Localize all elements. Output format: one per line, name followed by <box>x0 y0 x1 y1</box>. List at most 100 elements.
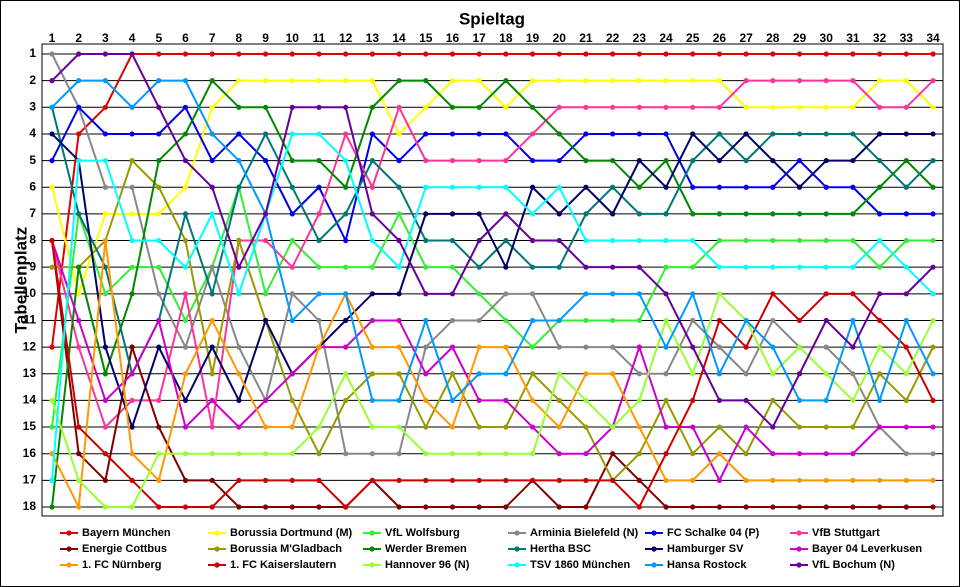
data-point <box>743 264 749 270</box>
x-tick-label: 28 <box>766 31 780 45</box>
legend-marker <box>514 546 520 552</box>
data-point <box>610 104 616 110</box>
data-point <box>102 477 108 483</box>
data-point <box>823 184 829 190</box>
data-point <box>529 451 536 457</box>
data-point <box>743 451 749 457</box>
data-point <box>209 317 215 324</box>
data-point <box>262 317 269 324</box>
data-point <box>903 451 909 457</box>
data-point <box>396 317 402 324</box>
data-point <box>49 477 55 483</box>
x-tick-label: 19 <box>526 31 540 45</box>
data-point <box>850 51 856 57</box>
data-point <box>583 104 589 110</box>
data-point <box>663 78 669 84</box>
data-point <box>236 504 242 510</box>
data-point <box>610 291 616 297</box>
data-point <box>877 424 883 430</box>
y-tick-label: 11 <box>23 313 36 327</box>
data-point <box>529 131 536 137</box>
data-point <box>877 78 883 84</box>
data-point <box>796 131 803 137</box>
data-point <box>903 317 909 324</box>
data-point <box>476 424 482 430</box>
data-point <box>903 397 909 404</box>
data-point <box>316 424 322 430</box>
x-tick-label: 21 <box>579 31 593 45</box>
y-tick-label: 15 <box>23 419 37 433</box>
data-point <box>316 291 322 297</box>
data-point <box>583 78 589 84</box>
data-point <box>423 291 429 297</box>
data-point <box>129 504 135 510</box>
data-point <box>182 264 189 270</box>
data-point <box>716 344 723 350</box>
data-point <box>476 237 482 244</box>
data-point <box>129 51 135 57</box>
data-point <box>343 237 349 244</box>
data-point <box>610 78 616 84</box>
data-point <box>156 344 162 350</box>
data-point <box>449 504 456 510</box>
data-point <box>796 424 803 430</box>
data-point <box>663 291 669 297</box>
data-point <box>262 451 269 457</box>
data-point <box>690 397 696 404</box>
data-point <box>182 424 189 430</box>
data-point <box>636 211 642 217</box>
data-point <box>903 211 909 217</box>
data-point <box>182 291 189 297</box>
data-point <box>690 317 696 324</box>
data-point <box>289 397 295 404</box>
data-point <box>877 504 883 510</box>
data-point <box>449 264 456 270</box>
data-point <box>423 317 429 324</box>
data-point <box>369 477 375 483</box>
data-point <box>716 157 723 164</box>
data-point <box>716 504 723 510</box>
data-point <box>182 131 189 137</box>
data-point <box>877 51 883 57</box>
data-point <box>529 184 536 190</box>
data-point <box>476 157 482 164</box>
data-point <box>636 264 642 270</box>
data-point <box>289 317 295 324</box>
data-point <box>423 78 429 84</box>
data-point <box>903 344 909 350</box>
data-point <box>156 504 162 510</box>
data-point <box>503 371 509 377</box>
data-point <box>850 371 856 377</box>
data-point <box>503 104 509 110</box>
data-point <box>690 184 696 190</box>
y-tick-label: 13 <box>23 366 37 380</box>
data-point <box>796 397 803 404</box>
data-point <box>743 131 749 137</box>
data-point <box>316 504 322 510</box>
data-point <box>770 131 776 137</box>
data-point <box>903 78 909 84</box>
data-point <box>770 291 776 297</box>
legend-label: Bayer 04 Leverkusen <box>812 543 922 555</box>
legend-label: 1. FC Kaiserslautern <box>230 559 337 571</box>
data-point <box>182 78 189 84</box>
data-point <box>396 51 402 57</box>
data-point <box>209 211 215 217</box>
data-point <box>369 344 375 350</box>
data-point <box>156 211 162 217</box>
legend-label: VfB Stuttgart <box>812 527 880 539</box>
data-point <box>316 184 322 190</box>
data-point <box>76 317 82 324</box>
data-point <box>716 51 723 57</box>
data-point <box>556 264 562 270</box>
data-point <box>129 451 135 457</box>
data-point <box>877 317 883 324</box>
data-point <box>770 477 776 483</box>
data-point <box>129 131 135 137</box>
data-point <box>610 344 616 350</box>
legend-label: Hamburger SV <box>667 543 744 555</box>
data-point <box>289 157 295 164</box>
data-point <box>236 157 242 164</box>
x-tick-label: 5 <box>155 31 162 45</box>
data-point <box>129 157 135 164</box>
